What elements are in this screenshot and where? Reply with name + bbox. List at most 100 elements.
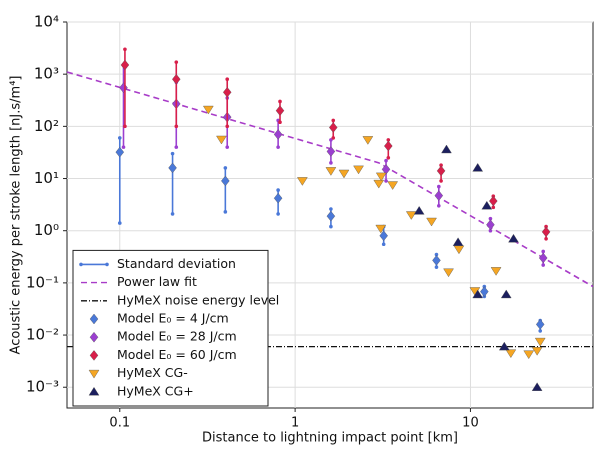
point: [443, 268, 454, 278]
point: [500, 289, 512, 299]
point: [326, 210, 336, 222]
error-cap: [439, 179, 443, 183]
point: [172, 73, 181, 85]
point: [441, 144, 452, 154]
point: [221, 175, 230, 187]
error-cap: [278, 120, 282, 125]
y-tick-label: 10⁻²: [26, 326, 59, 344]
point: [452, 237, 464, 246]
error-cap: [541, 263, 546, 267]
point: [480, 286, 489, 297]
legend-label: HyMeX CG-: [117, 365, 188, 380]
error-cap: [174, 60, 179, 64]
point: [538, 252, 548, 264]
legend-cap: [105, 262, 109, 267]
point: [216, 135, 227, 145]
error-cap: [434, 265, 439, 269]
error-cap: [488, 228, 493, 233]
error-cap: [278, 99, 282, 104]
point: [273, 129, 283, 140]
point: [326, 146, 336, 157]
legend-marker: [89, 350, 99, 361]
point: [505, 349, 517, 359]
error-cap: [434, 252, 439, 257]
point: [273, 192, 283, 204]
point: [384, 140, 393, 152]
point: [115, 146, 125, 158]
point: [413, 205, 425, 215]
error-cap: [331, 136, 336, 140]
legend-label: HyMeX noise energy level: [117, 292, 279, 307]
error-cap: [117, 136, 122, 140]
error-cap: [123, 47, 127, 52]
legend-label: Model E₀ = 60 J/cm: [117, 347, 237, 362]
error-cap: [276, 145, 280, 149]
marks: [66, 47, 594, 391]
x-tick-label: 1: [291, 416, 299, 431]
error-cap: [541, 249, 546, 254]
point: [498, 341, 510, 351]
point: [373, 179, 385, 189]
point: [275, 105, 285, 116]
legend: Standard deviation Power law fit HyMeX noi…: [72, 249, 279, 407]
legend-marker: [88, 386, 100, 396]
error-cap: [488, 216, 493, 221]
legend-label: Power law fit: [117, 274, 197, 289]
point: [328, 122, 338, 133]
point: [297, 177, 308, 186]
point: [508, 233, 519, 243]
error-cap: [174, 145, 179, 149]
legend-marker: [89, 313, 99, 325]
error-cap: [223, 210, 228, 214]
error-cap: [437, 184, 441, 189]
error-cap: [386, 138, 391, 142]
point: [535, 319, 545, 330]
y-tick-label: 10¹: [34, 169, 59, 187]
legend-cap: [79, 262, 83, 267]
error-cap: [544, 236, 548, 241]
point: [375, 224, 387, 234]
error-cap: [225, 77, 230, 82]
error-cap: [437, 204, 441, 208]
y-tick-label: 10²: [34, 117, 59, 135]
legend-label: Standard deviation: [117, 256, 236, 271]
point: [222, 86, 232, 98]
x-axis-label: Distance to lightning impact point [km]: [202, 431, 458, 446]
point: [375, 172, 387, 182]
y-tick-label: 10³: [34, 65, 59, 83]
legend-label: Model E₀ = 4 J/cm: [117, 311, 229, 326]
error-cap: [439, 163, 443, 168]
error-cap: [117, 221, 122, 225]
error-cap: [225, 124, 230, 129]
error-cap: [121, 145, 126, 149]
error-cap: [384, 158, 388, 163]
error-cap: [381, 242, 386, 247]
error-cap: [384, 179, 388, 183]
error-cap: [170, 151, 175, 156]
error-cap: [276, 212, 280, 216]
point: [202, 105, 214, 115]
error-cap: [123, 124, 127, 129]
point: [325, 167, 337, 176]
point: [405, 211, 417, 220]
error-cap: [225, 145, 230, 149]
point: [436, 165, 446, 177]
x-tick-label: 10: [462, 416, 479, 431]
error-cap: [329, 207, 333, 211]
error-cap: [329, 224, 333, 229]
error-cap: [538, 329, 543, 333]
point: [379, 230, 388, 242]
point: [119, 82, 128, 94]
error-cap: [331, 118, 336, 123]
point: [541, 226, 551, 238]
legend-box: [72, 249, 269, 407]
y-tick-label: 10⁰: [34, 221, 59, 239]
error-cap: [170, 212, 175, 216]
legend-label: HyMeX CG+: [117, 383, 194, 398]
point: [481, 200, 493, 210]
point: [490, 267, 502, 276]
point: [472, 163, 484, 172]
error-cap: [386, 155, 391, 160]
fit-line: [66, 71, 594, 288]
y-axis-label: Acoustic energy per stroke length [nJ.s/…: [9, 76, 24, 355]
